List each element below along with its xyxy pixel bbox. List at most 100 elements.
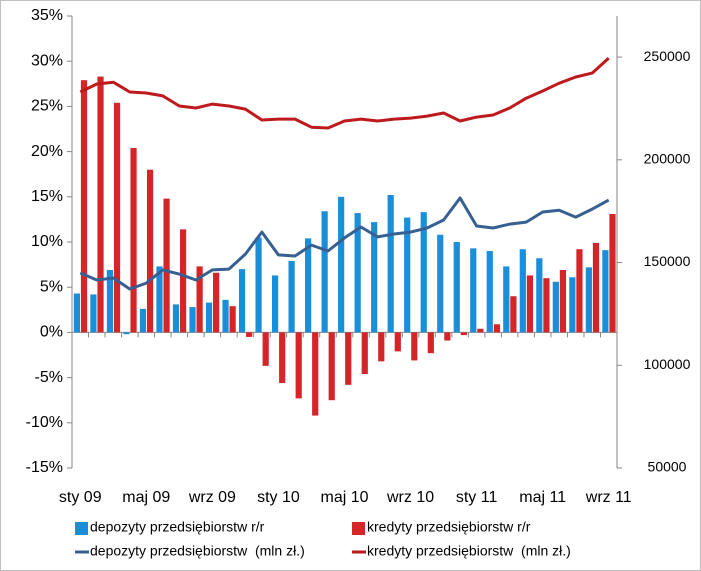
y-tick-label: 25%	[31, 98, 63, 115]
bar	[255, 237, 262, 333]
legend-label: depozyty przedsiębiorstw (mln zł.)	[90, 543, 305, 559]
bar	[510, 296, 517, 333]
bar	[503, 266, 510, 333]
bar	[404, 217, 411, 333]
bar	[378, 332, 385, 362]
bar	[295, 332, 302, 399]
bar	[163, 198, 170, 333]
y-tick-label: 5%	[40, 278, 63, 295]
bar	[477, 328, 484, 333]
bar	[271, 275, 279, 333]
bar	[592, 242, 600, 333]
x-tick-label: maj 09	[122, 489, 170, 506]
bar	[361, 332, 368, 374]
bar	[543, 278, 550, 333]
bar	[609, 213, 616, 333]
bar	[585, 267, 592, 333]
bar	[328, 332, 335, 401]
y-tick-label: -10%	[26, 414, 63, 431]
bar	[420, 212, 427, 333]
legend-label: kredyty przedsiębiorstw r/r	[367, 519, 531, 535]
bar	[569, 277, 576, 333]
bar	[90, 294, 97, 333]
y-tick-label: 10%	[31, 233, 63, 250]
bar	[73, 293, 80, 333]
y-tick-label: 0%	[40, 324, 63, 341]
bar	[427, 332, 434, 354]
bar	[559, 270, 567, 333]
bar	[321, 211, 328, 333]
bar	[576, 249, 583, 333]
legend-label: depozyty przedsiębiorstw r/r	[90, 519, 265, 535]
bar	[130, 147, 137, 333]
bar	[262, 332, 269, 366]
bar	[437, 234, 444, 333]
bar	[411, 332, 418, 361]
y-tick-label: 20%	[31, 143, 63, 160]
line-series	[79, 196, 610, 291]
y2-tick-label: 50000	[648, 459, 687, 475]
bar	[526, 275, 534, 333]
y-tick-label: -5%	[35, 369, 63, 386]
bar	[179, 229, 187, 333]
y2-tick-label: 200000	[644, 151, 691, 167]
x-tick-label: wrz 10	[386, 489, 434, 506]
bar	[246, 332, 253, 337]
legend-swatch	[75, 522, 88, 535]
y2-tick-label: 250000	[644, 48, 691, 64]
bar	[602, 250, 609, 333]
bar	[338, 196, 345, 333]
bar	[519, 249, 526, 333]
bar	[493, 324, 500, 333]
bar	[312, 332, 319, 416]
bar	[536, 258, 543, 333]
bar	[80, 80, 88, 333]
x-tick-label: maj 10	[320, 489, 368, 506]
x-tick-label: wrz 11	[585, 489, 632, 506]
bar	[279, 332, 286, 384]
bar	[213, 272, 220, 333]
legend-swatch	[352, 522, 365, 535]
y2-tick-label: 100000	[644, 356, 691, 372]
bar	[113, 102, 121, 333]
bar	[156, 266, 163, 333]
bar	[205, 302, 213, 333]
bar	[486, 251, 493, 333]
x-tick-label: maj 11	[519, 489, 566, 506]
x-tick-label: sty 09	[59, 489, 102, 506]
bar	[453, 242, 460, 333]
bar	[305, 238, 312, 333]
x-tick-label: sty 10	[257, 489, 300, 506]
bar	[229, 306, 236, 333]
line-series	[79, 56, 610, 130]
y-tick-label: 15%	[31, 188, 63, 205]
bar	[196, 266, 203, 333]
bar	[444, 332, 451, 341]
bar	[552, 281, 559, 333]
y-tick-label: 30%	[31, 52, 63, 69]
bar	[345, 332, 352, 385]
legend-label: kredyty przedsiębiorstw (mln zł.)	[367, 543, 571, 559]
bar	[354, 213, 361, 333]
y-tick-label: -15%	[26, 459, 63, 476]
bar	[460, 332, 467, 336]
x-tick-label: sty 11	[456, 489, 498, 506]
y-tick-label: 35%	[31, 7, 63, 24]
y2-tick-label: 150000	[644, 253, 691, 269]
bar	[371, 222, 378, 333]
bar	[123, 332, 130, 335]
bar	[97, 76, 104, 333]
bar	[189, 307, 196, 333]
bar	[172, 304, 180, 333]
bar	[139, 308, 147, 333]
x-tick-label: wrz 09	[188, 489, 236, 506]
bar	[470, 248, 477, 333]
bar	[394, 332, 401, 352]
bar	[238, 269, 246, 333]
bar	[288, 260, 295, 333]
bar	[222, 299, 229, 333]
bar	[146, 169, 154, 333]
bar	[387, 194, 394, 333]
bar	[106, 270, 114, 333]
